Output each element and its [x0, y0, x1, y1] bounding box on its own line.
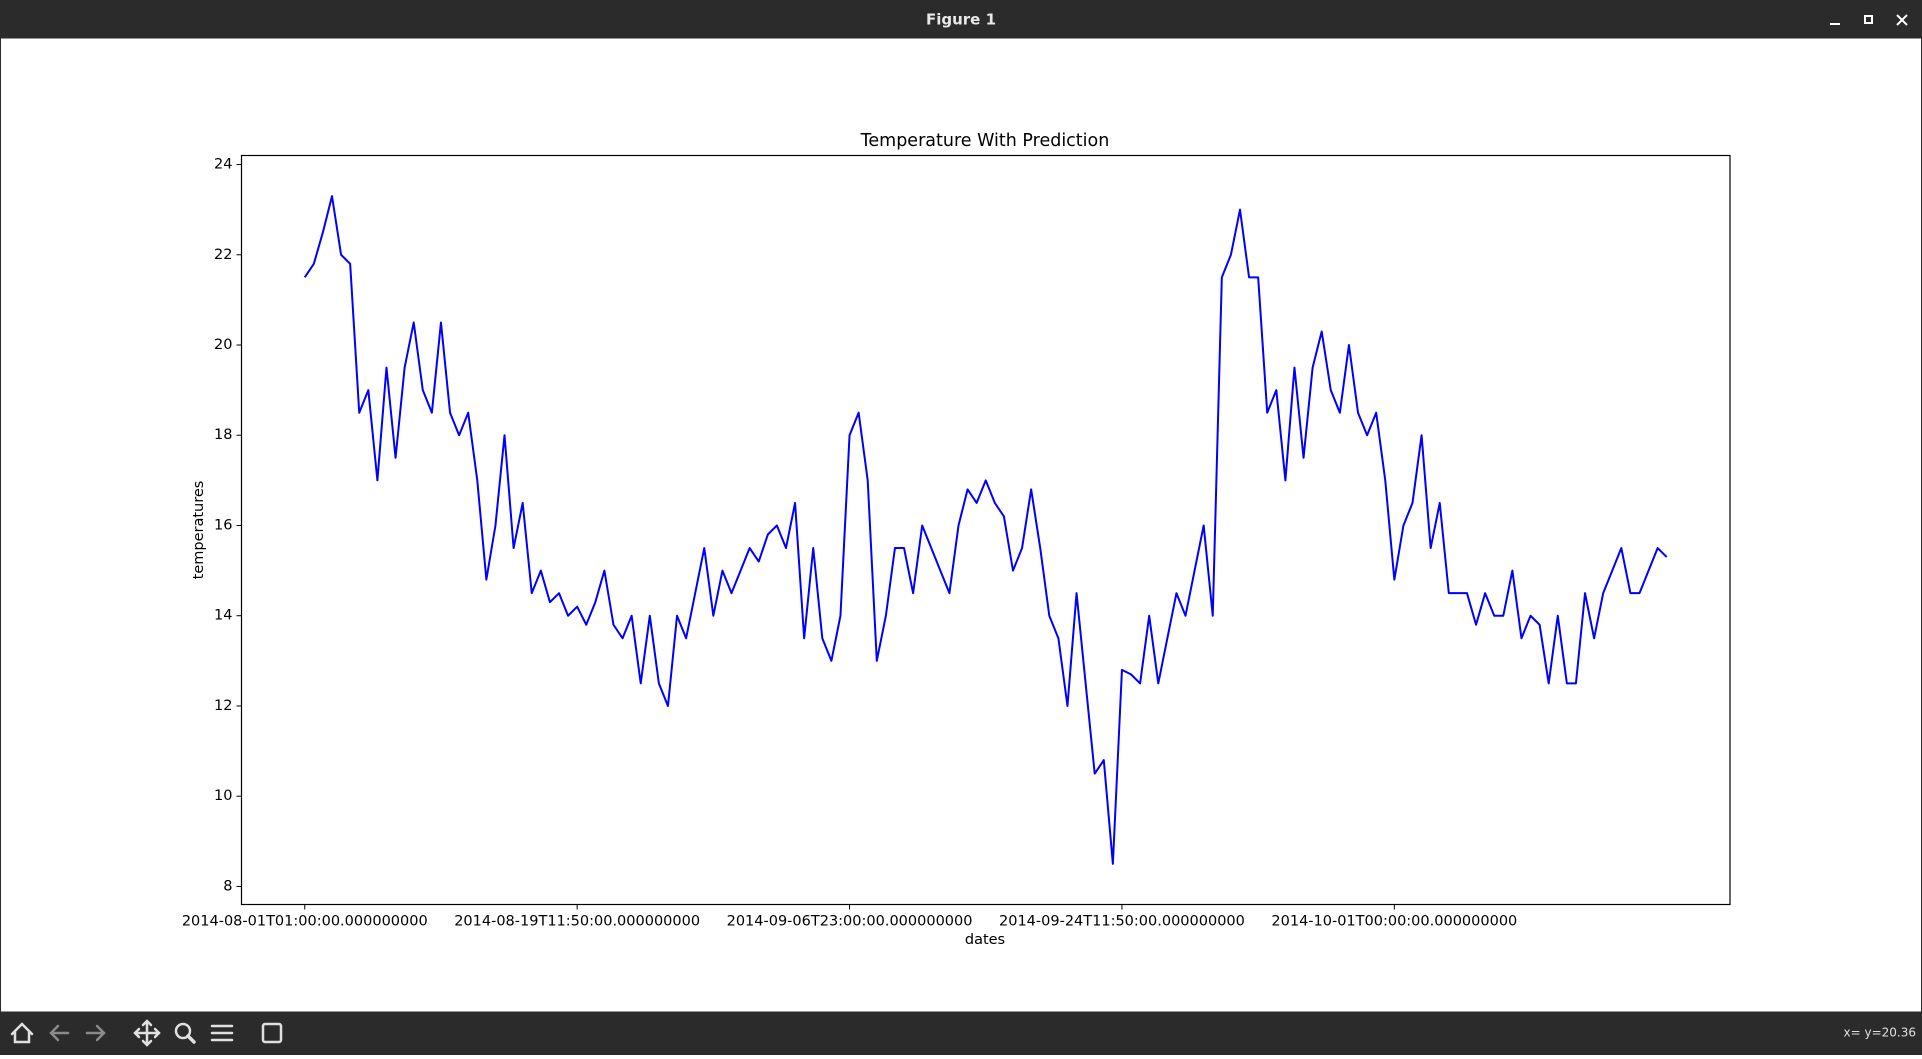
home-button[interactable]	[10, 1022, 34, 1044]
plot: Temperature With Prediction dates temper…	[182, 131, 1731, 948]
x-tick-label: 2014-10-01T00:00:00.000000000	[1271, 914, 1517, 930]
y-tick-label: 12	[214, 698, 232, 714]
y-tick-label: 16	[214, 517, 232, 533]
configure-button[interactable]	[210, 1024, 234, 1042]
window-title: Figure 1	[926, 11, 996, 29]
y-tick-label: 10	[214, 788, 232, 804]
y-axis-label: temperatures	[191, 481, 207, 580]
x-tick-label: 2014-08-01T01:00:00.000000000	[182, 914, 428, 930]
close-button[interactable]	[1896, 14, 1908, 26]
y-tick-label: 22	[214, 247, 232, 263]
forward-button[interactable]	[85, 1024, 106, 1042]
pan-button[interactable]	[133, 1019, 161, 1047]
x-tick-label: 2014-08-19T11:50:00.000000000	[454, 914, 700, 930]
status-text: x= y=20.36	[1844, 1026, 1916, 1040]
data-line	[303, 195, 1668, 865]
y-tick-label: 8	[223, 878, 232, 894]
x-axis-label: dates	[965, 932, 1005, 948]
maximize-button[interactable]	[1864, 15, 1873, 24]
x-tick-label: 2014-09-24T11:50:00.000000000	[999, 914, 1245, 930]
y-tick-label: 20	[214, 337, 232, 353]
x-tick-label: 2014-09-06T23:00:00.000000000	[727, 914, 973, 930]
y-tick-label: 18	[214, 427, 232, 443]
save-button[interactable]	[261, 1022, 283, 1044]
zoom-button[interactable]	[174, 1022, 192, 1040]
figure-canvas	[0, 37, 1922, 1013]
plot-frame	[240, 154, 1731, 906]
chart-title: Temperature With Prediction	[860, 131, 1110, 151]
title-bar	[0, 0, 1922, 38]
y-tick-label: 24	[214, 157, 232, 173]
toolbar	[0, 1012, 1922, 1055]
y-tick-label: 14	[214, 608, 232, 624]
back-button[interactable]	[49, 1024, 70, 1042]
zoom-handle	[186, 1034, 196, 1044]
